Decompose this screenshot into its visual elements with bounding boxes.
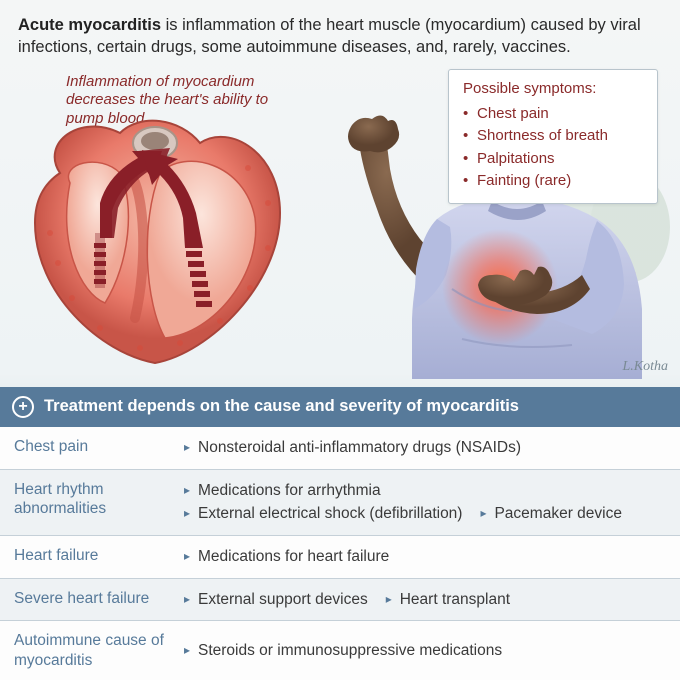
treatment-label: Heart failure (0, 536, 180, 578)
treatment-label: Heart rhythm abnormalities (0, 470, 180, 535)
treatment-values: Nonsteroidal anti-inflammatory drugs (NS… (180, 427, 680, 469)
title-bold: Acute myocarditis (18, 16, 161, 34)
header-definition: Acute myocarditis is inflammation of the… (0, 0, 680, 67)
treatment-row: Severe heart failure External support de… (0, 579, 680, 622)
treatment-table: Chest pain Nonsteroidal anti-inflammator… (0, 427, 680, 680)
symptom-item: Palpitations (463, 148, 645, 171)
treatment-item: Medications for arrhythmia (184, 480, 381, 502)
treatment-item: Heart transplant (386, 589, 510, 611)
symptom-item: Shortness of breath (463, 125, 645, 148)
symptoms-box: Possible symptoms: Chest pain Shortness … (448, 69, 658, 204)
treatment-values: Medications for heart failure (180, 536, 680, 578)
treatment-row: Autoimmune cause of myocarditis Steroids… (0, 621, 680, 680)
treatment-section: + Treatment depends on the cause and sev… (0, 387, 680, 680)
treatment-label: Severe heart failure (0, 579, 180, 621)
symptom-item: Chest pain (463, 103, 645, 126)
treatment-row: Heart rhythm abnormalities Medications f… (0, 470, 680, 536)
treatment-item: External support devices (184, 589, 368, 611)
treatment-item: Pacemaker device (480, 503, 622, 525)
illustration-area: Inflammation of myocardium decreases the… (0, 67, 680, 379)
treatment-item: External electrical shock (defibrillatio… (184, 503, 462, 525)
heart-cross-section (10, 103, 310, 373)
treatment-values: Medications for arrhythmia External elec… (180, 470, 680, 535)
symptoms-title: Possible symptoms: (463, 80, 645, 97)
treatment-row: Heart failure Medications for heart fail… (0, 536, 680, 579)
treatment-header: + Treatment depends on the cause and sev… (0, 387, 680, 427)
treatment-values: Steroids or immunosuppressive medication… (180, 621, 680, 680)
treatment-item: Nonsteroidal anti-inflammatory drugs (NS… (184, 437, 521, 459)
treatment-item: Medications for heart failure (184, 546, 389, 568)
treatment-values: External support devices Heart transplan… (180, 579, 680, 621)
treatment-header-text: Treatment depends on the cause and sever… (44, 397, 519, 416)
symptom-item: Fainting (rare) (463, 170, 645, 193)
treatment-item: Steroids or immunosuppressive medication… (184, 640, 502, 662)
treatment-label: Autoimmune cause of myocarditis (0, 621, 180, 680)
artist-signature: L.Kotha (622, 359, 668, 375)
plus-icon: + (12, 396, 34, 418)
infographic-container: Acute myocarditis is inflammation of the… (0, 0, 680, 680)
treatment-row: Chest pain Nonsteroidal anti-inflammator… (0, 427, 680, 470)
symptoms-list: Chest pain Shortness of breath Palpitati… (463, 103, 645, 193)
treatment-label: Chest pain (0, 427, 180, 469)
